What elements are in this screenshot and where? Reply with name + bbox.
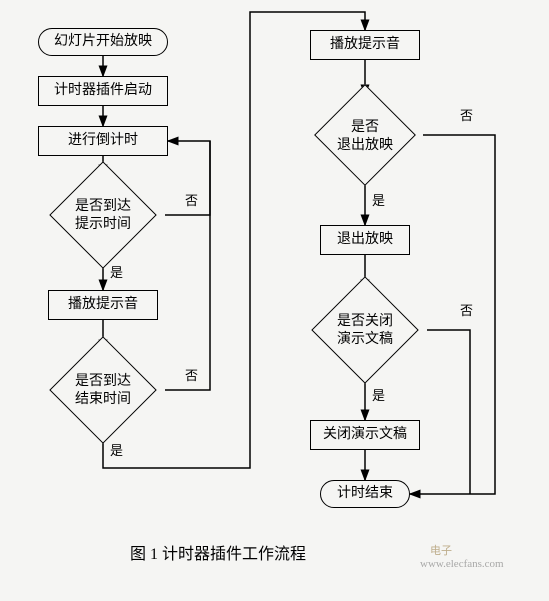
decision-prompt-time-label: 是否到达提示时间 <box>60 198 146 234</box>
node-start: 幻灯片开始放映 <box>38 28 168 56</box>
node-end-label: 计时结束 <box>337 485 393 503</box>
flowchart-container: 幻灯片开始放映 计时器插件启动 进行倒计时 是否到达提示时间 播放提示音 是否到… <box>0 0 549 601</box>
label-prompt-no: 否 <box>185 190 198 209</box>
decision-exit-show-label: 是否退出放映 <box>322 119 408 155</box>
node-timer-start-label: 计时器插件启动 <box>54 82 152 100</box>
label-close-yes: 是 <box>372 385 385 404</box>
node-timer-start: 计时器插件启动 <box>38 76 168 106</box>
node-countdown-label: 进行倒计时 <box>68 132 138 150</box>
label-end-yes: 是 <box>110 440 123 459</box>
decision-close-doc-label: 是否关闭演示文稿 <box>322 313 408 349</box>
label-prompt-yes: 是 <box>110 262 123 281</box>
figure-caption: 图 1 计时器插件工作流程 <box>130 540 306 564</box>
node-play-sound-2: 播放提示音 <box>310 30 420 60</box>
node-play-sound-1: 播放提示音 <box>48 290 158 320</box>
node-play-sound-1-label: 播放提示音 <box>68 296 138 314</box>
node-close-doc-label: 关闭演示文稿 <box>323 426 407 444</box>
node-start-label: 幻灯片开始放映 <box>54 33 152 51</box>
node-close-doc: 关闭演示文稿 <box>310 420 420 450</box>
node-end: 计时结束 <box>320 480 410 508</box>
label-exit-no: 否 <box>460 105 473 124</box>
node-exit-show-label: 退出放映 <box>337 231 393 249</box>
label-end-no: 否 <box>185 365 198 384</box>
label-exit-yes: 是 <box>372 190 385 209</box>
watermark-brand: 电子 <box>430 542 452 558</box>
watermark-url: www.elecfans.com <box>420 558 504 570</box>
node-play-sound-2-label: 播放提示音 <box>330 36 400 54</box>
label-close-no: 否 <box>460 300 473 319</box>
decision-end-time-label: 是否到达结束时间 <box>60 373 146 409</box>
node-countdown: 进行倒计时 <box>38 126 168 156</box>
node-exit-show: 退出放映 <box>320 225 410 255</box>
